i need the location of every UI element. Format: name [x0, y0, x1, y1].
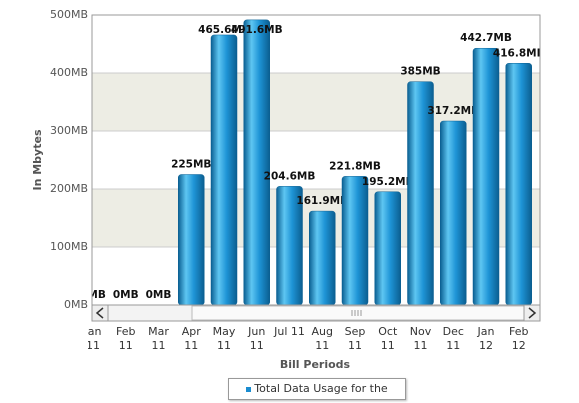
- data-label: 491.6MB: [231, 24, 283, 36]
- bar: [374, 191, 401, 306]
- x-tick-label: Jan 11: [88, 325, 102, 352]
- bar: [210, 34, 238, 306]
- data-label: 225MB: [171, 159, 211, 171]
- x-tick-label: Mar 11: [148, 325, 169, 352]
- x-tick-label: Dec 11: [442, 325, 464, 352]
- data-label: 0MB: [113, 289, 139, 301]
- data-label: 385MB: [400, 66, 440, 78]
- x-tick-label: Jun 11: [248, 325, 266, 352]
- bar: [440, 120, 467, 306]
- y-tick-label: 400MB: [50, 66, 88, 79]
- x-tick-label: Nov 11: [409, 325, 432, 352]
- data-label: 442.7MB: [460, 32, 512, 44]
- y-tick-label: 500MB: [50, 8, 88, 21]
- data-label: 161.9MB: [296, 195, 348, 207]
- scrollbar[interactable]: [91, 304, 541, 322]
- data-label: 416.8MB: [493, 47, 545, 59]
- bar: [178, 174, 205, 306]
- x-tick-label: Jan 12: [477, 325, 495, 352]
- legend: Total Data Usage for the Period: [228, 378, 406, 403]
- y-tick-label: 0MB: [64, 298, 88, 311]
- x-tick-label: Aug 11: [311, 325, 333, 352]
- x-tick-label: Jul 11: [274, 325, 305, 338]
- data-label: 204.6MB: [264, 170, 316, 182]
- x-tick-labels: Jan 11 Feb 11 Mar 11 Apr 11 May 11 Jun 11 Jul …: [88, 322, 558, 356]
- y-tick-label: 300MB: [50, 124, 88, 137]
- data-label: 195.2MB: [362, 176, 414, 188]
- y-tick-label: 100MB: [50, 240, 88, 253]
- x-tick-label: Apr 11: [181, 325, 201, 352]
- legend-swatch: [246, 386, 252, 392]
- x-tick-label: May 11: [212, 325, 236, 352]
- bar: [243, 19, 270, 306]
- bar: [505, 63, 532, 306]
- x-axis-label: Bill Periods: [280, 358, 351, 371]
- data-label: 317.2MB: [427, 105, 479, 117]
- bar: [341, 176, 369, 306]
- data-label: 465.6MB: [198, 24, 250, 36]
- y-axis-label: In Mbytes: [31, 129, 44, 190]
- x-tick-label: Oct 11: [378, 325, 398, 352]
- y-tick-label: 200MB: [50, 182, 88, 195]
- data-label: 0MB: [80, 289, 106, 301]
- x-tick-label: Feb 11: [116, 325, 136, 352]
- data-label: 0MB: [146, 289, 172, 301]
- x-tick-label: Sep 11: [344, 325, 366, 352]
- bar: [472, 47, 500, 306]
- data-label: 221.8MB: [329, 160, 381, 172]
- x-tick-label: Feb 12: [509, 325, 529, 352]
- bar: [309, 210, 336, 306]
- legend-label: Total Data Usage for the Period: [254, 382, 388, 403]
